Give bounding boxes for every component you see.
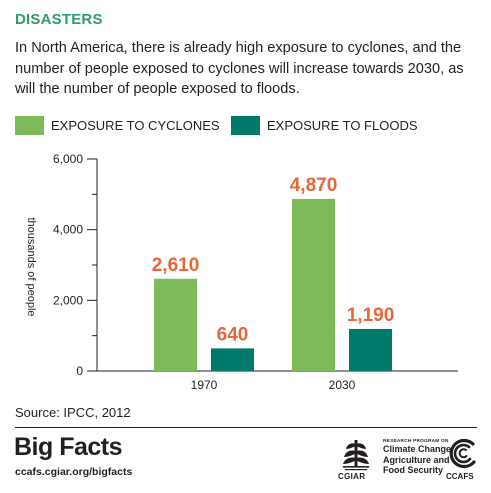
program-prefix: RESEARCH PROGRAM ON <box>383 439 449 444</box>
y-tick-label: 6,000 <box>53 152 83 166</box>
brand-title: Big Facts <box>14 433 123 461</box>
bar-value-label: 2,610 <box>152 255 200 276</box>
page-description: In North America, there is already high … <box>15 40 464 97</box>
program-name: RESEARCH PROGRAM ON Climate Change, Agri… <box>383 439 454 476</box>
legend-label-cyclones: EXPOSURE TO CYCLONES <box>51 118 220 133</box>
program-line: Food Security <box>383 465 444 475</box>
bar <box>349 328 392 371</box>
source-note: Source: IPCC, 2012 <box>15 405 131 420</box>
x-tick-label: 1970 <box>191 378 218 392</box>
cgiar-logo-icon <box>343 440 369 471</box>
legend-item-floods: EXPOSURE TO FLOODS <box>231 116 418 135</box>
legend-item-cyclones: EXPOSURE TO CYCLONES <box>15 116 220 135</box>
brand-url: ccafs.cgiar.org/bigfacts <box>15 466 133 478</box>
bar-value-label: 640 <box>217 324 249 345</box>
bar-value-label: 1,190 <box>347 305 395 326</box>
footer-divider <box>15 427 477 428</box>
page-title: DISASTERS <box>15 11 103 28</box>
legend-swatch-floods <box>231 116 260 135</box>
y-tick-label: 0 <box>76 364 83 378</box>
y-tick-label: 4,000 <box>53 223 83 237</box>
bar-value-label: 4,870 <box>290 175 338 196</box>
ccafs-logo-icon <box>449 438 476 469</box>
bar <box>292 198 335 371</box>
x-tick-label: 2030 <box>329 378 356 392</box>
cgiar-wordmark: CGIAR <box>338 472 366 481</box>
y-axis-label: thousands of people <box>25 217 37 316</box>
bar-chart: 0 2,000 4,000 6,000 thousands of people 2,610… <box>25 152 458 392</box>
bar <box>154 278 197 371</box>
program-line: Climate Change, <box>383 444 454 454</box>
legend-label-floods: EXPOSURE TO FLOODS <box>267 118 418 133</box>
bar <box>211 348 254 371</box>
legend-swatch-cyclones <box>15 116 44 135</box>
y-tick-label: 2,000 <box>53 293 83 307</box>
ccafs-wordmark: CCAFS <box>446 472 474 481</box>
program-line: Agriculture and <box>383 454 450 465</box>
